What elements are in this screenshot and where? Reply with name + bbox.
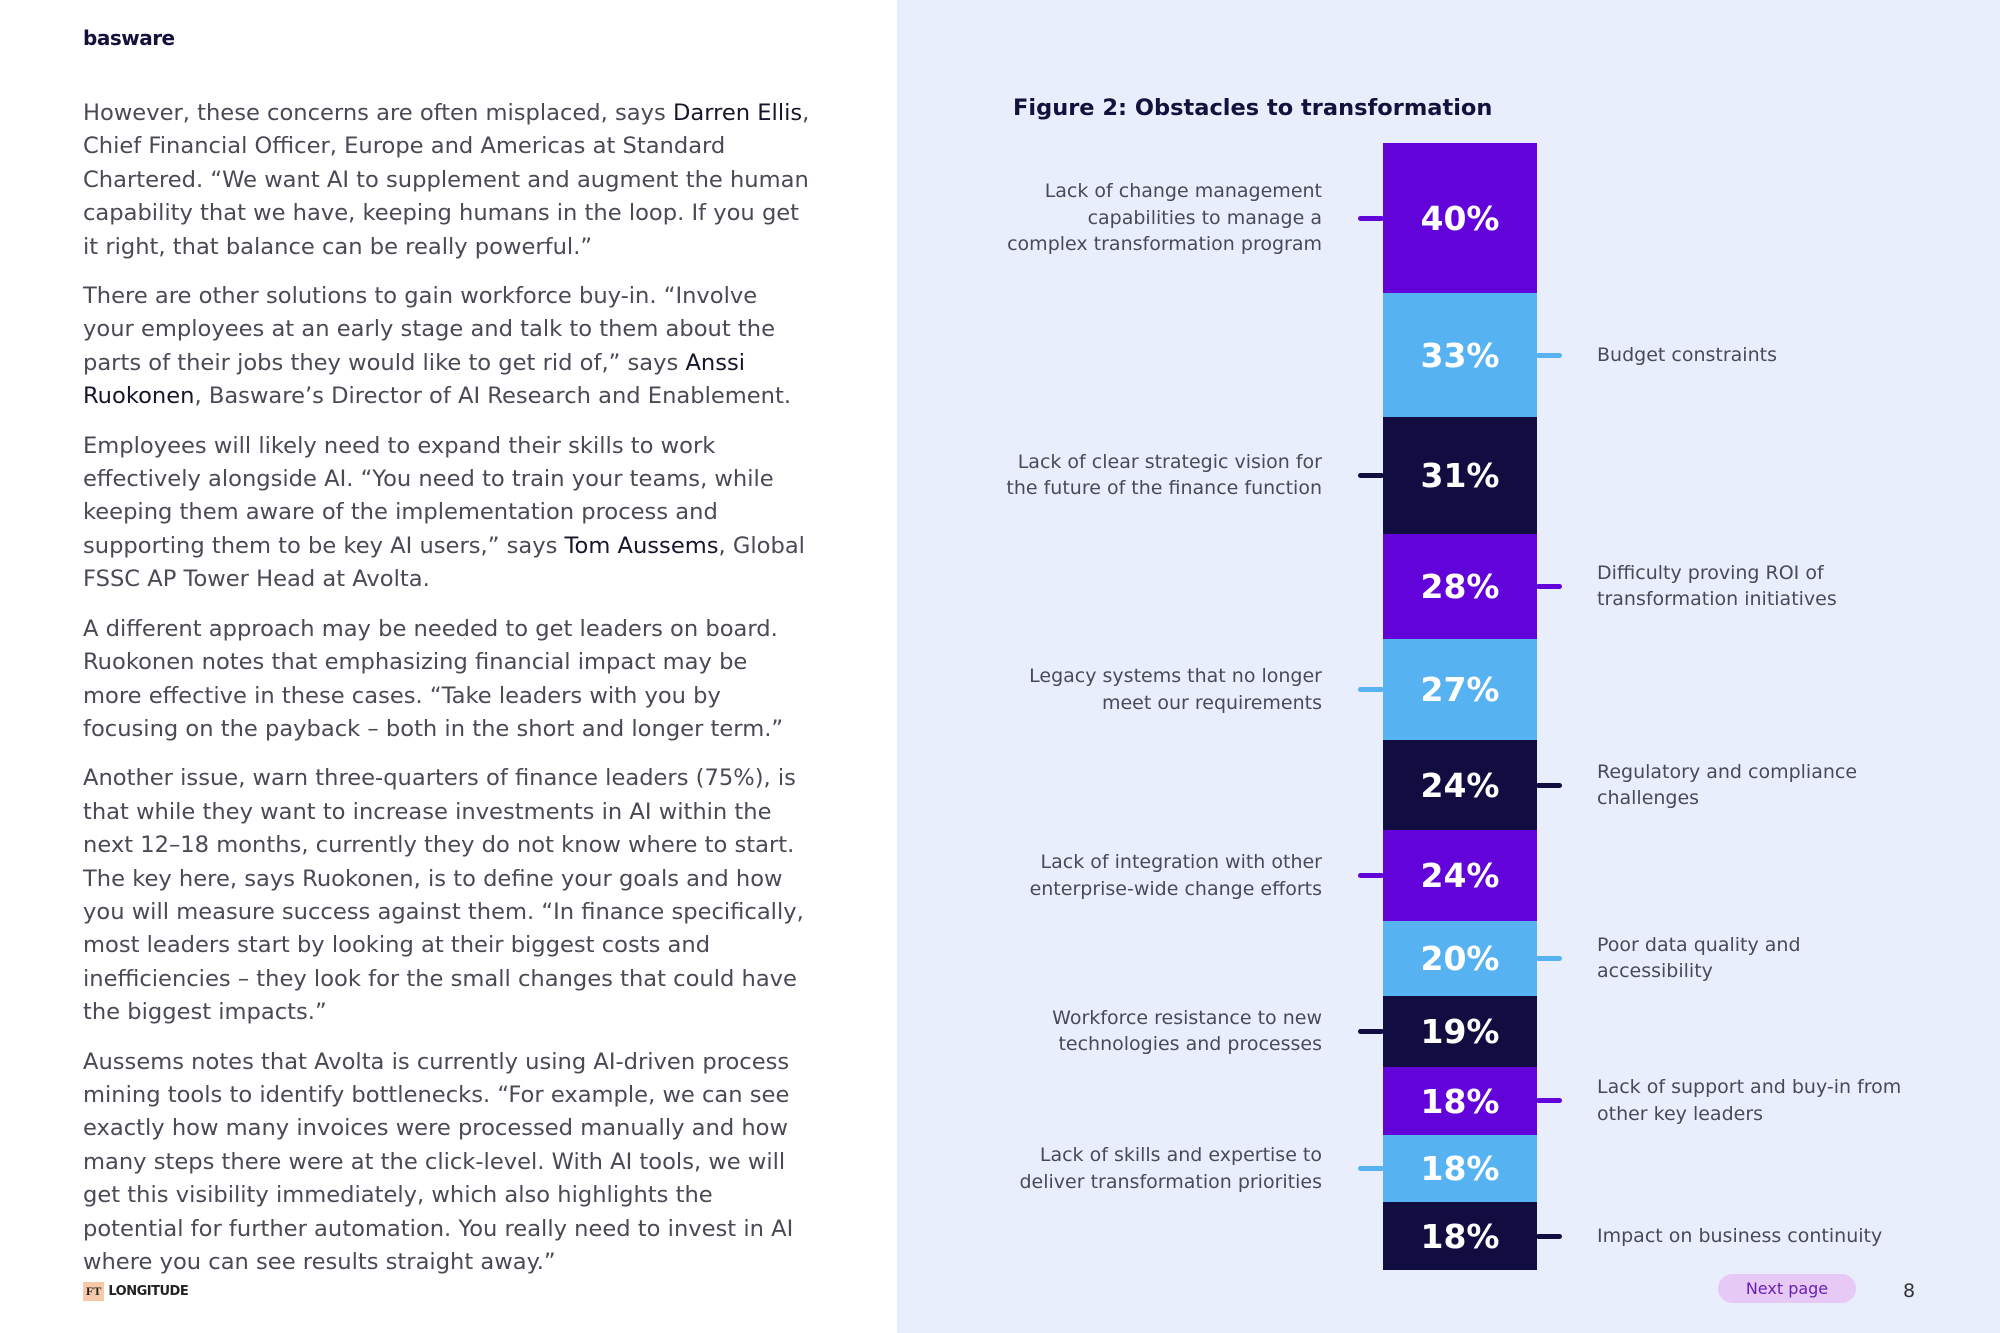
paragraph-1: However, these concerns are often mispla…	[83, 100, 810, 260]
basware-logo: basware	[83, 26, 175, 50]
ft-longitude-logo: FT LONGITUDE	[83, 1282, 189, 1301]
person-name: Darren Ellis	[672, 100, 803, 126]
figure-title: Figure 2: Obstacles to transformation	[1013, 95, 1493, 121]
ft-logo-box: FT	[83, 1282, 105, 1301]
next-page-button[interactable]: Next page	[1718, 1274, 1856, 1303]
paragraph-3: Employees will likely need to expand the…	[83, 432, 805, 593]
paragraph-5: Another issue, warn three-quarters of fi…	[83, 765, 804, 1026]
article-panel: basware However, these concerns are ofte…	[0, 0, 897, 1333]
article-body: However, these concerns are often mispla…	[83, 97, 813, 1295]
ft-logo-word: LONGITUDE	[108, 1284, 189, 1299]
paragraph-2: There are other solutions to gain workfo…	[83, 283, 792, 410]
paragraph-6: Aussems notes that Avolta is currently u…	[83, 1048, 794, 1275]
person-name: Anssi Ruokonen	[83, 349, 746, 410]
person-name: Tom Aussems	[564, 532, 719, 559]
page-number: 8	[1903, 1280, 1916, 1302]
figure-panel	[897, 0, 2000, 1333]
paragraph-4: A different approach may be needed to ge…	[83, 615, 784, 742]
